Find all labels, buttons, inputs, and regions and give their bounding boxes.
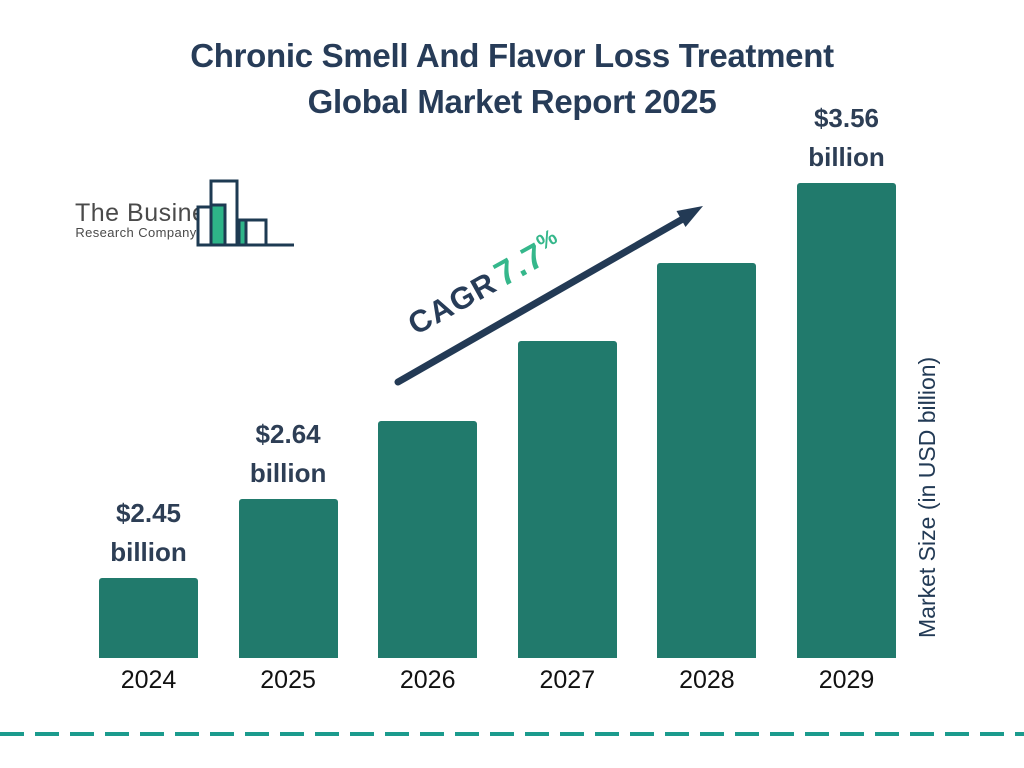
value-label-2025: $2.64 billion	[203, 415, 373, 493]
chart-title: Chronic Smell And Flavor Loss Treatment …	[0, 33, 1024, 125]
cagr-annotation: CAGR 7.7%	[379, 212, 596, 362]
bar-2025	[238, 499, 338, 658]
bar-chart-logo-icon	[196, 179, 294, 247]
value-label-2029: $3.56 billion	[762, 99, 932, 177]
value-unit-2025: billion	[249, 458, 327, 488]
value-label-2024: $2.45 billion	[64, 494, 234, 572]
x-axis-label-2026: 2026	[399, 666, 456, 694]
bar-2028	[657, 263, 757, 658]
x-axis-label-2025: 2025	[260, 666, 316, 694]
bar-2027	[517, 341, 617, 658]
value-unit-2024: billion	[110, 537, 187, 567]
bar-2029	[797, 183, 896, 658]
x-axis-label-2024: 2024	[120, 666, 177, 694]
bar-2026	[378, 421, 478, 658]
company-logo-text: The Business Research Company	[75, 199, 233, 240]
company-logo: The Business Research Company	[75, 178, 300, 248]
x-axis-label-2028: 2028	[679, 666, 735, 694]
x-axis-label-2027: 2027	[539, 666, 596, 694]
company-name: The Business	[75, 199, 233, 227]
cagr-label: CAGR	[402, 265, 503, 342]
bar-2024	[99, 578, 198, 658]
cagr-value: 7.7%	[487, 223, 563, 295]
value-amount-2029: $3.56	[813, 103, 880, 133]
y-axis-label: Market Size (in USD billion)	[914, 356, 940, 639]
value-unit-2029: billion	[808, 142, 885, 172]
x-axis-label-2029: 2029	[818, 666, 875, 694]
chart-title-line2: Global Market Report 2025	[307, 83, 717, 120]
value-amount-2024: $2.45	[115, 498, 182, 528]
company-subname: Research Company	[75, 225, 197, 240]
chart-title-line1: Chronic Smell And Flavor Loss Treatment	[190, 37, 834, 74]
value-amount-2025: $2.64	[255, 419, 321, 449]
